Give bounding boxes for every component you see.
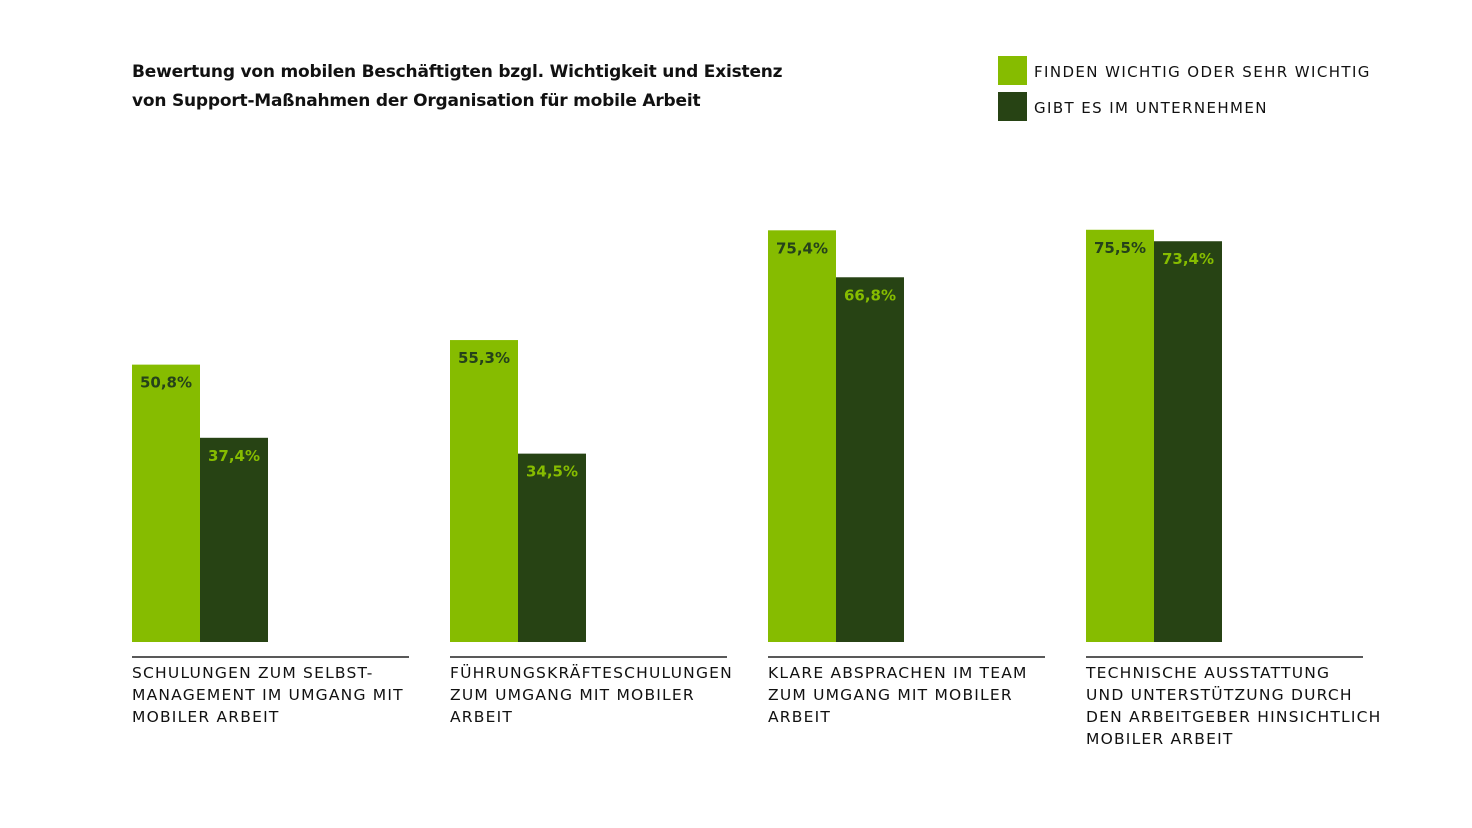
bar-exists-4 [1154,241,1222,642]
category-label-4-line-1: TECHNISCHE AUSSTATTUNG [1086,664,1331,682]
legend-swatch-important [998,56,1027,85]
legend-swatch-exists [998,92,1027,121]
bar-value-label-exists-1: 37,4% [208,447,260,465]
category-label-4-line-2: UND UNTERSTÜTZUNG DURCH [1086,686,1353,704]
category-label-1-line-2: MANAGEMENT IM UMGANG MIT [132,686,404,704]
category-label-1: SCHULUNGEN ZUM SELBST- MANAGEMENT IM UMGA… [132,662,432,728]
bar-value-label-exists-4: 73,4% [1162,250,1214,268]
bar-exists-2 [518,453,586,642]
bar-value-label-exists-3: 66,8% [844,286,896,304]
category-label-4-line-3: DEN ARBEITGEBER HINSICHTLICH [1086,708,1382,726]
category-label-3-line-2: ZUM UMGANG MIT MOBILER [768,686,1013,704]
category-label-1-line-1: SCHULUNGEN ZUM SELBST- [132,664,374,682]
category-label-2: FÜHRUNGSKRÄFTESCHULUNGEN ZUM UMGANG MIT M… [450,662,750,728]
category-label-4: TECHNISCHE AUSSTATTUNG UND UNTERSTÜTZUNG … [1086,662,1386,750]
bar-value-label-important-4: 75,5% [1094,239,1146,257]
category-label-2-line-2: ZUM UMGANG MIT MOBILER [450,686,695,704]
chart-title-line-1: Bewertung von mobilen Beschäftigten bzgl… [132,62,783,82]
bar-value-label-important-1: 50,8% [140,374,192,392]
bar-value-label-important-2: 55,3% [458,349,510,367]
bar-exists-1 [200,437,268,642]
legend-label-exists: GIBT ES IM UNTERNEHMEN [1034,99,1268,117]
category-label-3: KLARE ABSPRACHEN IM TEAM ZUM UMGANG MIT M… [768,662,1068,728]
bar-value-label-exists-2: 34,5% [526,463,578,481]
category-label-1-line-3: MOBILER ARBEIT [132,708,280,726]
bar-exists-3 [836,277,904,642]
chart-title: Bewertung von mobilen Beschäftigten bzgl… [132,58,852,116]
bar-important-1 [132,364,200,642]
bar-important-4 [1086,229,1154,642]
category-label-4-line-4: MOBILER ARBEIT [1086,730,1234,748]
category-label-3-line-3: ARBEIT [768,708,832,726]
category-label-3-line-1: KLARE ABSPRACHEN IM TEAM [768,664,1028,682]
bar-important-3 [768,230,836,643]
category-label-2-line-3: ARBEIT [450,708,514,726]
category-label-2-line-1: FÜHRUNGSKRÄFTESCHULUNGEN [450,664,733,682]
legend-label-important: FINDEN WICHTIG ODER SEHR WICHTIG [1034,63,1371,81]
bar-important-2 [450,340,518,642]
chart-title-line-2: von Support-Maßnahmen der Organisation f… [132,91,701,111]
bar-value-label-important-3: 75,4% [776,239,828,257]
